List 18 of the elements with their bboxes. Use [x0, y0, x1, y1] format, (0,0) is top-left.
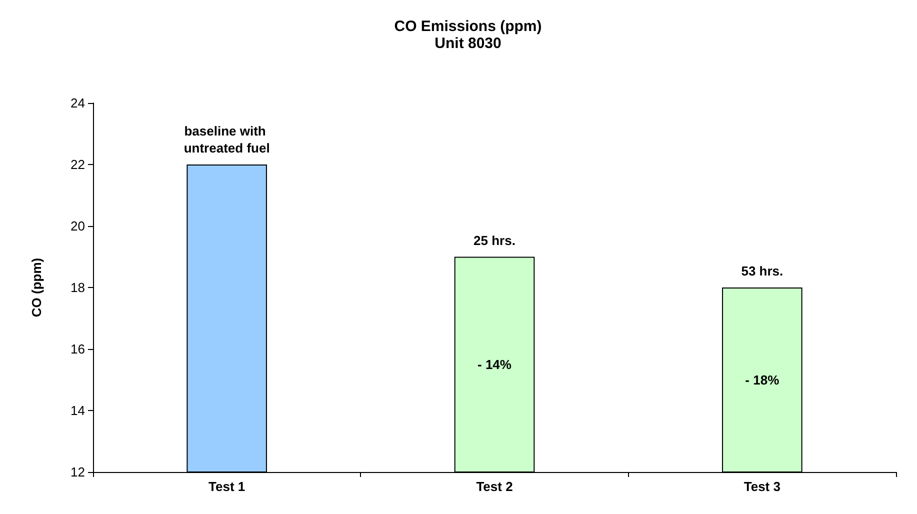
annotation: - 18% — [745, 372, 780, 388]
annotation: 25 hrs. — [474, 232, 516, 248]
y-tick-label: 12 — [70, 464, 85, 480]
chart-subtitle: Unit 8030 — [434, 35, 502, 52]
x-tick-label: Test 2 — [476, 479, 513, 494]
y-tick-label: 24 — [70, 96, 85, 110]
y-tick-label: 22 — [70, 157, 85, 172]
annotation: - 14% — [478, 356, 512, 372]
y-axis-title: CO (ppm) — [29, 258, 44, 318]
x-tick-label: Test 1 — [208, 479, 246, 494]
annotation: baseline with untreated fuel — [184, 124, 270, 156]
y-tick-label: 20 — [70, 218, 85, 234]
y-tick-label: 18 — [70, 280, 85, 295]
y-tick-label: 16 — [70, 342, 85, 356]
x-tick-label: Test 3 — [744, 479, 780, 494]
annotation: 53 hrs. — [741, 264, 784, 278]
y-tick-label: 14 — [70, 403, 85, 418]
chart-title: CO Emissions (ppm) — [394, 18, 542, 35]
